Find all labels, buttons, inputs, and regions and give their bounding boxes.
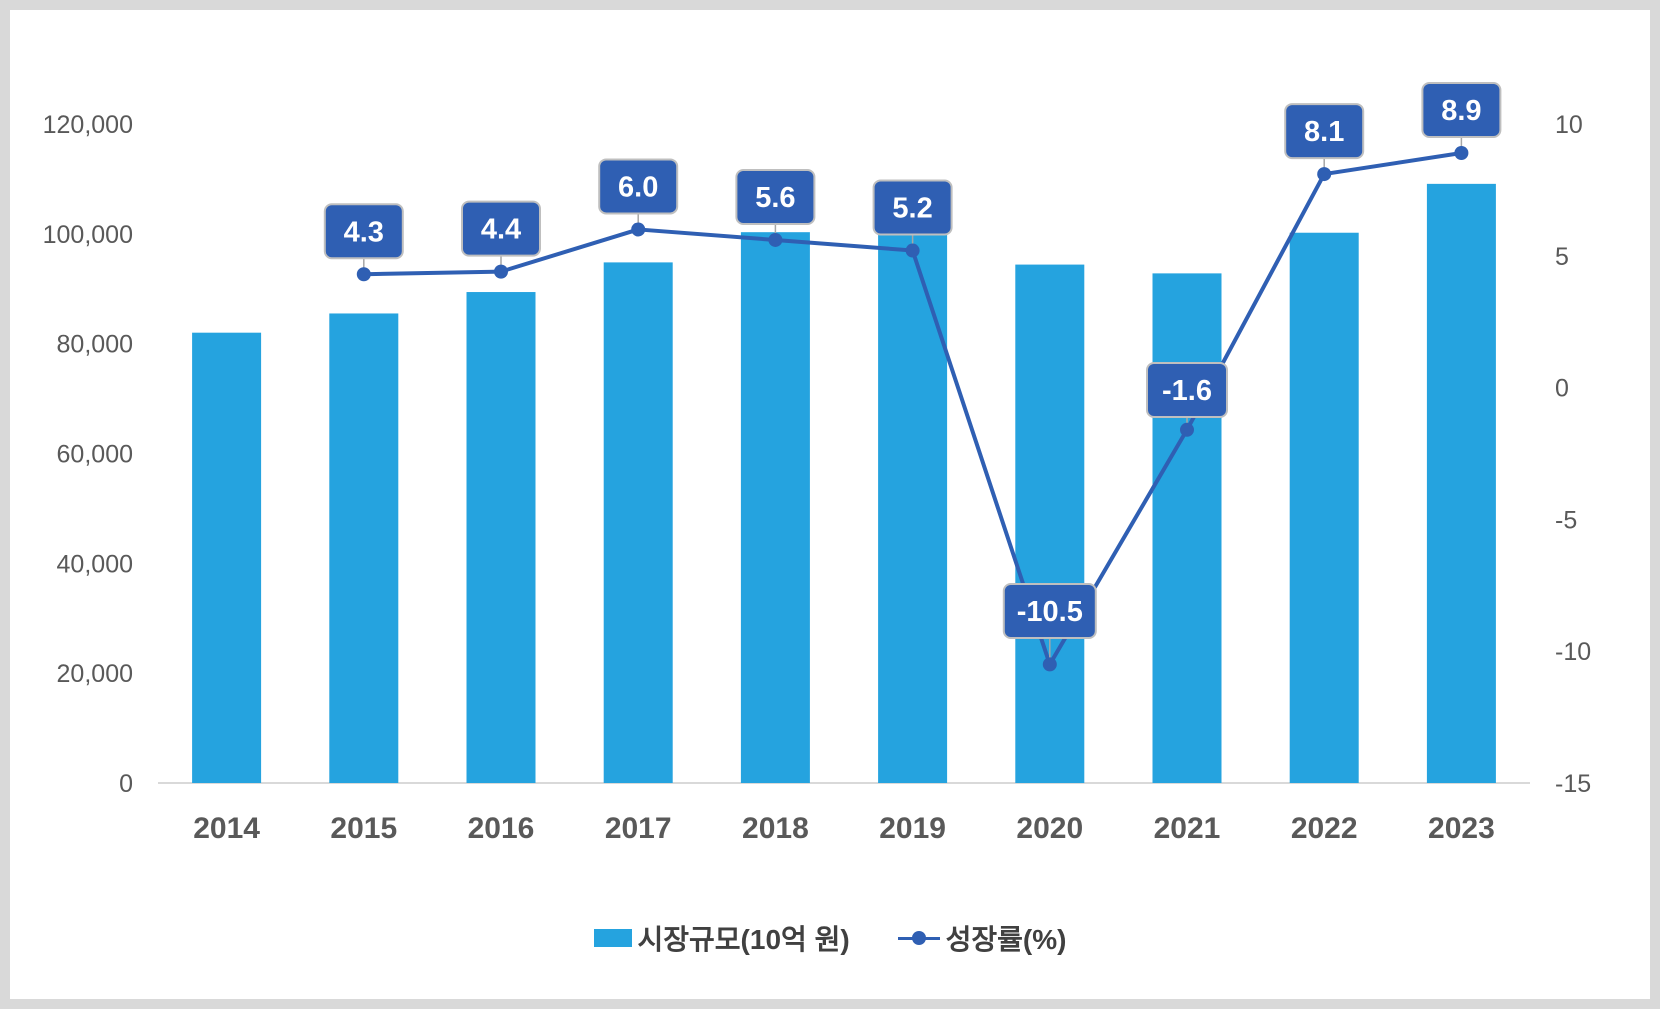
legend-item-market-size: 시장규모(10억 원) [593,918,850,958]
y-left-tick-label: 100,000 [43,221,133,249]
legend: 시장규모(10억 원) 성장률(%) [0,918,1660,958]
data-label-box [1146,362,1228,418]
bar-2022 [1289,232,1359,784]
data-label-box [323,203,404,260]
x-tick-label: 2014 [193,812,260,845]
x-tick-label: 2022 [1291,812,1358,845]
y-right-tick-label: 5 [1555,243,1569,271]
y-left-tick-label: 60,000 [57,441,133,469]
legend-label-growth-rate: 성장률(%) [945,924,1067,955]
y-left-tick-label: 40,000 [57,550,133,578]
growth-rate-marker [356,267,371,282]
legend-item-growth-rate: 성장률(%) [897,918,1067,958]
x-tick-label: 2017 [605,812,672,845]
growth-rate-marker [905,243,920,258]
legend-swatch-bar [593,929,632,947]
data-label: -1.6 [1162,375,1212,407]
bar-2020 [1015,264,1085,783]
data-label: 8.9 [1441,95,1481,127]
data-label: 4.4 [481,214,521,246]
x-tick-label: 2020 [1016,812,1083,845]
y-left-tick-label: 80,000 [57,331,133,359]
y-left-tick-label: 20,000 [57,660,133,688]
y-right-tick-label: 0 [1555,375,1569,403]
data-label: 5.2 [892,193,932,225]
growth-rate-marker [1042,657,1057,672]
data-label-box [1002,583,1097,639]
data-label: 4.3 [344,216,384,248]
data-label: -10.5 [1017,596,1083,628]
data-label: 5.6 [755,182,795,214]
x-tick-label: 2015 [330,812,397,845]
bar-2018 [740,232,810,783]
bar-2023 [1426,183,1496,784]
x-tick-label: 2021 [1154,812,1221,845]
data-label-box [598,158,679,215]
growth-rate-marker [1317,167,1332,182]
bar-2016 [466,292,536,783]
y-right-tick-label: -15 [1555,770,1591,798]
bar-2021 [1152,273,1222,783]
y-right-tick-label: -10 [1555,638,1591,666]
x-tick-label: 2018 [742,812,809,845]
data-label-box [735,168,816,225]
x-tick-label: 2023 [1428,812,1495,845]
chart-frame [10,10,1650,999]
bar-2015 [329,313,399,783]
data-label-box [872,179,953,236]
x-tick-label: 2016 [468,812,535,845]
bar-2017 [603,262,673,783]
growth-rate-marker [1454,145,1469,160]
data-label: 6.0 [618,171,658,203]
x-tick-label: 2019 [879,812,946,845]
data-label: 8.1 [1304,116,1344,148]
y-left-tick-label: 0 [119,770,133,798]
data-label-box [461,200,541,257]
y-right-tick-label: 10 [1555,111,1583,139]
growth-rate-marker [1180,422,1194,437]
growth-rate-marker [631,222,646,237]
bar-2014 [192,332,262,783]
bar-2019 [878,203,948,784]
y-right-tick-label: -5 [1555,506,1577,534]
growth-rate-marker [768,232,783,247]
growth-rate-marker [494,264,508,279]
data-label-box [1421,81,1502,138]
legend-label-market-size: 시장규모(10억 원) [637,924,850,955]
legend-swatch-line [897,929,940,947]
data-label-box [1284,103,1365,160]
y-left-tick-label: 120,000 [43,111,133,139]
